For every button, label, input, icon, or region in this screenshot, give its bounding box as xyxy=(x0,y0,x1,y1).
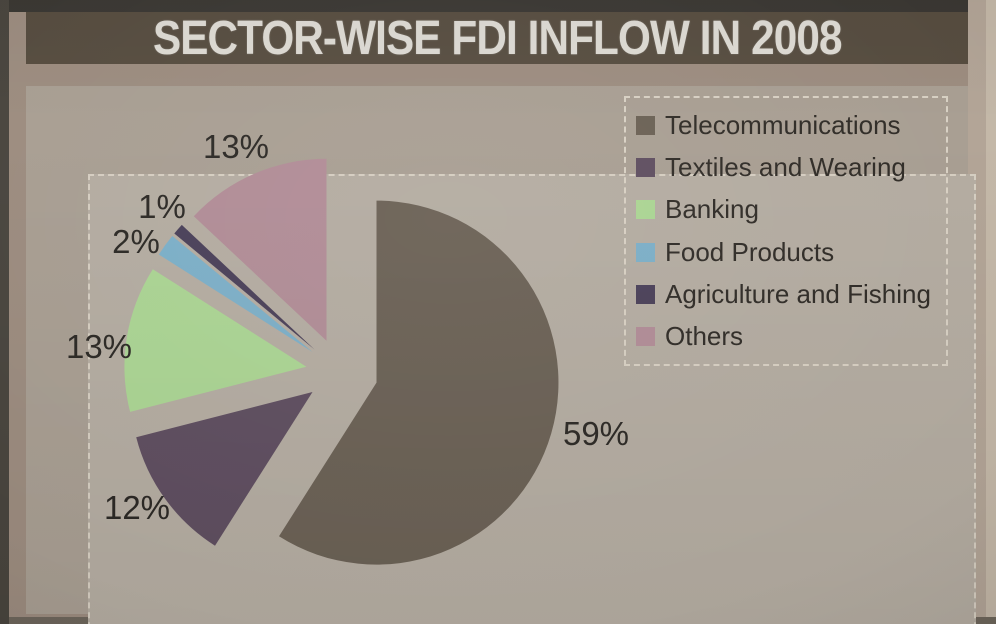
legend-label-others: Others xyxy=(665,321,744,352)
legend-label-banking: Banking xyxy=(665,194,759,225)
data-label-agriculture-and-fishing: 1% xyxy=(138,188,186,225)
legend-swatch-food-products xyxy=(636,242,655,262)
pie-slice-food-products xyxy=(158,236,313,352)
legend-item-telecommunications: Telecommunications xyxy=(636,110,936,141)
pie-slice-telecommunications xyxy=(279,200,559,565)
scan-edge-top xyxy=(0,0,996,12)
legend-item-others: Others xyxy=(636,321,936,352)
legend-label-agriculture-and-fishing: Agriculture and Fishing xyxy=(665,278,931,309)
data-label-telecommunications: 59% xyxy=(562,415,630,452)
legend-item-banking: Banking xyxy=(636,194,936,225)
scan-edge-right xyxy=(986,0,996,624)
scan-edge-left xyxy=(0,0,9,624)
legend-swatch-textiles-and-wearing xyxy=(636,157,655,177)
legend-label-food-products: Food Products xyxy=(665,236,835,267)
data-label-food-products: 2% xyxy=(112,223,160,260)
legend-item-food-products: Food Products xyxy=(636,237,936,268)
pie-slice-others xyxy=(193,158,327,341)
pie-slice-agriculture-and-fishing xyxy=(174,224,315,350)
legend-label-textiles-and-wearing: Textiles and Wearing xyxy=(665,151,906,182)
legend-label-telecommunications: Telecommunications xyxy=(665,109,901,140)
legend-swatch-agriculture-and-fishing xyxy=(636,284,655,304)
pie-slice-textiles-and-wearing xyxy=(136,392,313,546)
legend: Telecommunications Textiles and Wearing … xyxy=(624,96,948,366)
chart-title: SECTOR-WISE FDI INFLOW IN 2008 xyxy=(152,11,843,65)
pie-slice-banking xyxy=(124,269,307,412)
chart-title-bar: SECTOR-WISE FDI INFLOW IN 2008 xyxy=(26,11,968,65)
legend-swatch-banking xyxy=(636,200,655,220)
legend-item-textiles-and-wearing: Textiles and Wearing xyxy=(636,152,936,183)
legend-item-agriculture-and-fishing: Agriculture and Fishing xyxy=(636,279,936,310)
data-label-banking: 13% xyxy=(65,328,133,365)
legend-swatch-others xyxy=(636,327,655,347)
data-label-others: 13% xyxy=(202,128,270,165)
data-label-textiles-and-wearing: 12% xyxy=(103,489,171,526)
legend-swatch-telecommunications xyxy=(636,115,655,135)
